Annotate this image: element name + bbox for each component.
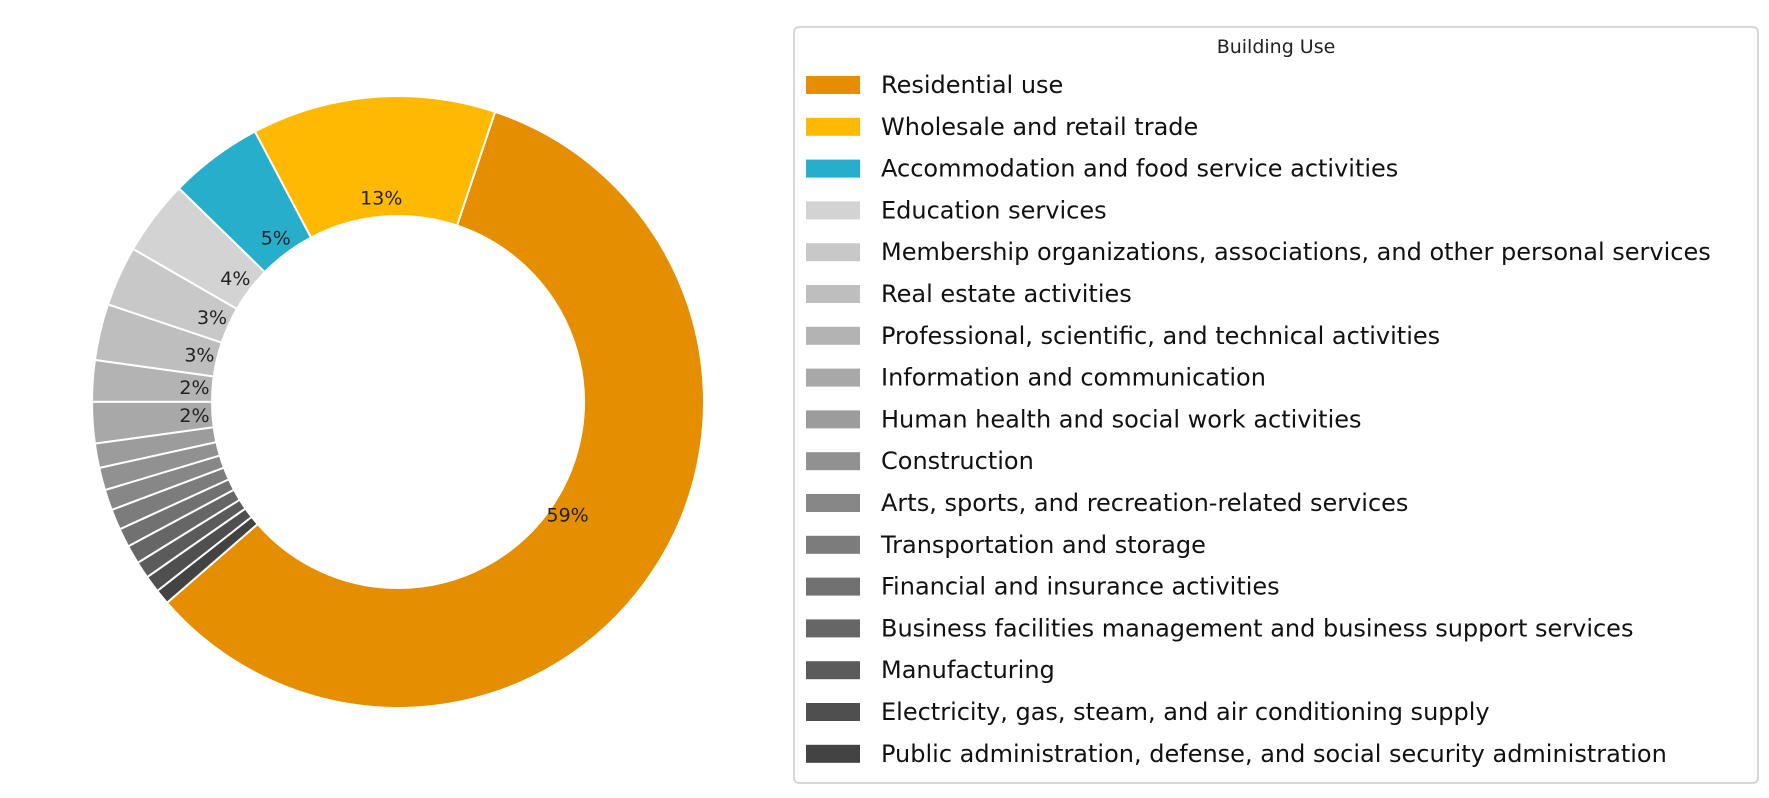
legend-frame [793, 26, 1759, 784]
legend-swatch [806, 744, 860, 763]
legend-swatch [806, 410, 860, 429]
legend-label: Manufacturing [881, 656, 1055, 684]
legend-label: Human health and social work activities [881, 405, 1362, 433]
legend-swatch [806, 285, 860, 303]
legend-swatch [806, 452, 860, 471]
legend-swatch [806, 703, 860, 721]
legend-label: Business facilities management and busin… [881, 614, 1633, 642]
donut-slice-17 [156, 515, 259, 604]
legend-swatch [806, 494, 860, 512]
legend-items: Residential use Wholesale and retail trad… [806, 71, 1711, 768]
legend-item-15: Manufacturing [806, 656, 1055, 684]
percent-label-8: 2% [179, 405, 209, 427]
percent-label-5: 3% [197, 307, 227, 329]
percent-label-4: 4% [220, 268, 250, 290]
legend: Building Use Residential use Wholesale an… [793, 26, 1759, 784]
legend-item-16: Electricity, gas, steam, and air conditi… [806, 698, 1490, 726]
legend-item-11: Arts, sports, and recreation-related ser… [806, 489, 1408, 517]
legend-label: Transportation and storage [880, 531, 1206, 559]
legend-swatch [806, 326, 860, 345]
legend-swatch [806, 117, 860, 136]
legend-label: Education services [881, 196, 1107, 224]
legend-item-5: Membership organizations, associations, … [806, 238, 1711, 266]
legend-label: Financial and insurance activities [881, 573, 1280, 601]
percent-label-6: 3% [184, 344, 214, 366]
legend-item-2: Wholesale and retail trade [806, 113, 1198, 141]
legend-label: Information and communication [881, 364, 1266, 392]
legend-swatch [806, 368, 860, 387]
legend-item-17: Public administration, defense, and soci… [806, 740, 1667, 768]
donut-slices [90, 95, 705, 709]
legend-label: Professional, scientific, and technical … [881, 322, 1440, 350]
legend-item-3: Accommodation and food service activitie… [806, 155, 1398, 183]
legend-swatch [806, 76, 860, 94]
legend-item-6: Real estate activities [806, 280, 1132, 308]
legend-label: Real estate activities [881, 280, 1132, 308]
percent-label-1: 59% [547, 504, 589, 526]
legend-swatch [806, 201, 860, 220]
legend-swatch [806, 577, 860, 596]
legend-label: Electricity, gas, steam, and air conditi… [881, 698, 1490, 726]
legend-label: Accommodation and food service activitie… [881, 155, 1398, 183]
legend-item-9: Human health and social work activities [806, 405, 1362, 433]
percent-label-3: 5% [261, 228, 291, 250]
legend-swatch [806, 661, 860, 680]
percent-labels: 59% 13% 5% 4% 3% 3% 2% 2% [179, 188, 588, 527]
legend-item-7: Professional, scientific, and technical … [806, 322, 1440, 350]
legend-label: Wholesale and retail trade [881, 113, 1198, 141]
percent-label-2: 13% [360, 188, 402, 210]
legend-label: Public administration, defense, and soci… [881, 740, 1667, 768]
legend-item-14: Business facilities management and busin… [806, 614, 1633, 642]
legend-item-8: Information and communication [806, 364, 1266, 392]
donut-slice-1 [166, 110, 705, 709]
legend-swatch [806, 243, 860, 262]
legend-item-12: Transportation and storage [806, 531, 1206, 559]
legend-item-13: Financial and insurance activities [806, 573, 1280, 601]
legend-label: Arts, sports, and recreation-related ser… [881, 489, 1408, 517]
legend-label: Construction [881, 447, 1034, 475]
legend-item-1: Residential use [806, 71, 1063, 99]
legend-swatch [806, 159, 860, 178]
legend-item-10: Construction [806, 447, 1034, 475]
legend-label: Membership organizations, associations, … [881, 238, 1711, 266]
legend-swatch [806, 535, 860, 554]
legend-title: Building Use [1217, 36, 1336, 58]
legend-item-4: Education services [806, 196, 1107, 224]
legend-label: Residential use [881, 71, 1063, 99]
legend-swatch [806, 619, 860, 638]
percent-label-7: 2% [179, 377, 209, 399]
